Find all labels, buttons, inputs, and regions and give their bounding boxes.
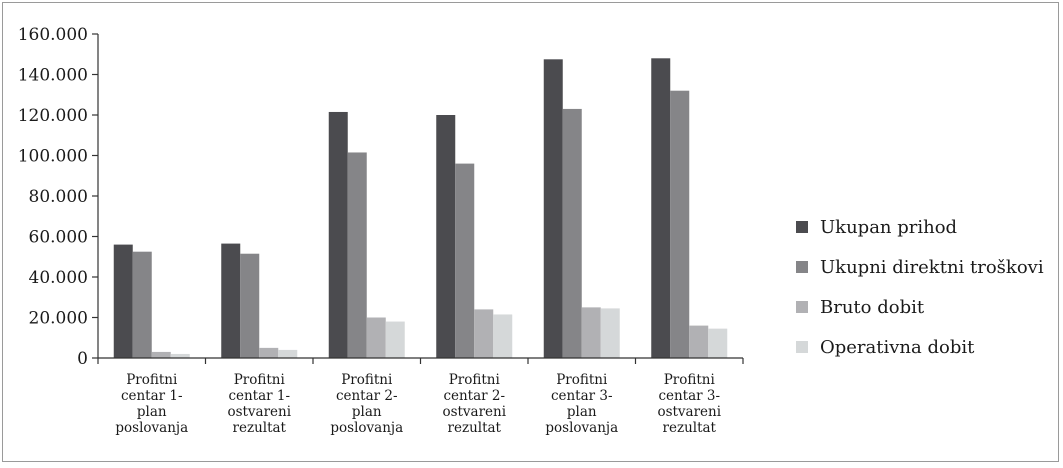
bar-operativna-dobit [278, 349, 298, 358]
legend-label: Ukupan prihod [820, 217, 957, 238]
legend-swatch [796, 301, 808, 313]
bar-operativna-dobit [493, 314, 513, 358]
y-tick-label: 100.000 [18, 147, 88, 167]
bar-bruto-dobit [581, 307, 601, 358]
legend-label: Bruto dobit [820, 297, 925, 318]
y-tick-label: 140.000 [18, 66, 88, 86]
x-tick-label: Profitni centar 3-ostvareni rezultat [657, 372, 721, 436]
y-tick-label: 40.000 [29, 268, 88, 288]
bar-operativna-dobit [170, 353, 190, 358]
x-tick-label: Profitni centar 3-plan poslovanja [545, 372, 618, 436]
bar-ukupni-direktni-troskovi [347, 152, 367, 358]
x-tick-label-line: centar 2- [336, 388, 398, 404]
x-tick-label: Profitni centar 1-plan poslovanja [115, 372, 188, 436]
x-tick-label-line: Profitni [234, 372, 286, 388]
x-tick-label-line: ostvareni [227, 404, 291, 420]
y-tick-label: 20.000 [29, 309, 88, 329]
chart-frame: 0 20.000 40.000 60.000 80.000 100.000 120.000 1… [2, 2, 1059, 462]
bar-ukupni-direktni-troskovi [132, 251, 152, 358]
bar-ukupan-prihod [543, 59, 563, 358]
x-tick-label-line: ostvareni [442, 404, 506, 420]
x-tick-label-line: rezultat [448, 420, 502, 436]
x-tick-label-line: Profitni [126, 372, 178, 388]
bar-ukupan-prihod [436, 115, 456, 358]
bar-ukupan-prihod [328, 111, 348, 359]
legend-swatch [796, 221, 808, 233]
bar-operativna-dobit [385, 321, 405, 358]
bar-operativna-dobit [600, 308, 620, 358]
x-tick-label: Profitni centar 1-ostvareni rezultat [227, 372, 291, 436]
bar-ukupan-prihod [221, 243, 241, 358]
bar-operativna-dobit [708, 328, 728, 358]
bar-ukupni-direktni-troskovi [240, 253, 260, 358]
legend-label: Ukupni direktni troškovi [820, 257, 1044, 278]
bar-bruto-dobit [259, 347, 279, 358]
bar-ukupan-prihod [113, 244, 133, 358]
x-tick-label-line: ostvareni [657, 404, 721, 420]
x-tick-label-line: Profitni [341, 372, 393, 388]
legend: Ukupan prihod Ukupni direktni troškovi Bru… [796, 217, 1044, 358]
y-tick-label: 0 [77, 349, 88, 369]
x-tick-label: Profitni centar 2-plan poslovanja [330, 372, 403, 436]
bar-chart: 0 20.000 40.000 60.000 80.000 100.000 120.000 1… [18, 25, 1044, 436]
x-tick-label-line: centar 1- [121, 388, 183, 404]
x-tick-label: Profitni centar 2-ostvareni rezultat [442, 372, 506, 436]
x-tick-label-line: poslovanja [115, 420, 188, 436]
bar-ukupni-direktni-troskovi [455, 163, 475, 358]
x-tick-label-line: rezultat [233, 420, 287, 436]
x-tick-label-line: plan [352, 404, 382, 420]
y-tick-label: 160.000 [18, 25, 88, 45]
bar-ukupni-direktni-troskovi [670, 90, 690, 358]
x-tick-label-line: centar 2- [443, 388, 505, 404]
bars [113, 58, 728, 359]
x-tick-label-line: poslovanja [330, 420, 403, 436]
x-tick-label-line: Profitni [556, 372, 608, 388]
x-tick-label-line: Profitni [664, 372, 716, 388]
y-axis: 0 20.000 40.000 60.000 80.000 100.000 120.000 1… [18, 25, 99, 369]
bar-ukupni-direktni-troskovi [562, 108, 582, 358]
legend-swatch [796, 261, 808, 273]
bar-ukupan-prihod [651, 58, 671, 359]
legend-swatch [796, 341, 808, 353]
x-tick-label-line: rezultat [663, 420, 717, 436]
bar-bruto-dobit [474, 309, 494, 358]
x-tick-label-line: plan [137, 404, 167, 420]
bar-bruto-dobit [151, 351, 171, 358]
x-tick-label-line: plan [567, 404, 597, 420]
y-tick-label: 60.000 [29, 228, 88, 248]
y-tick-label: 120.000 [18, 106, 88, 126]
x-tick-label-line: centar 3- [658, 388, 720, 404]
y-tick-label: 80.000 [29, 187, 88, 207]
bar-bruto-dobit [366, 317, 386, 358]
x-tick-label-line: Profitni [449, 372, 501, 388]
x-tick-label-line: poslovanja [545, 420, 618, 436]
x-tick-label-line: centar 1- [228, 388, 290, 404]
x-tick-label-line: centar 3- [551, 388, 613, 404]
bar-bruto-dobit [689, 325, 709, 358]
legend-label: Operativna dobit [820, 337, 975, 358]
